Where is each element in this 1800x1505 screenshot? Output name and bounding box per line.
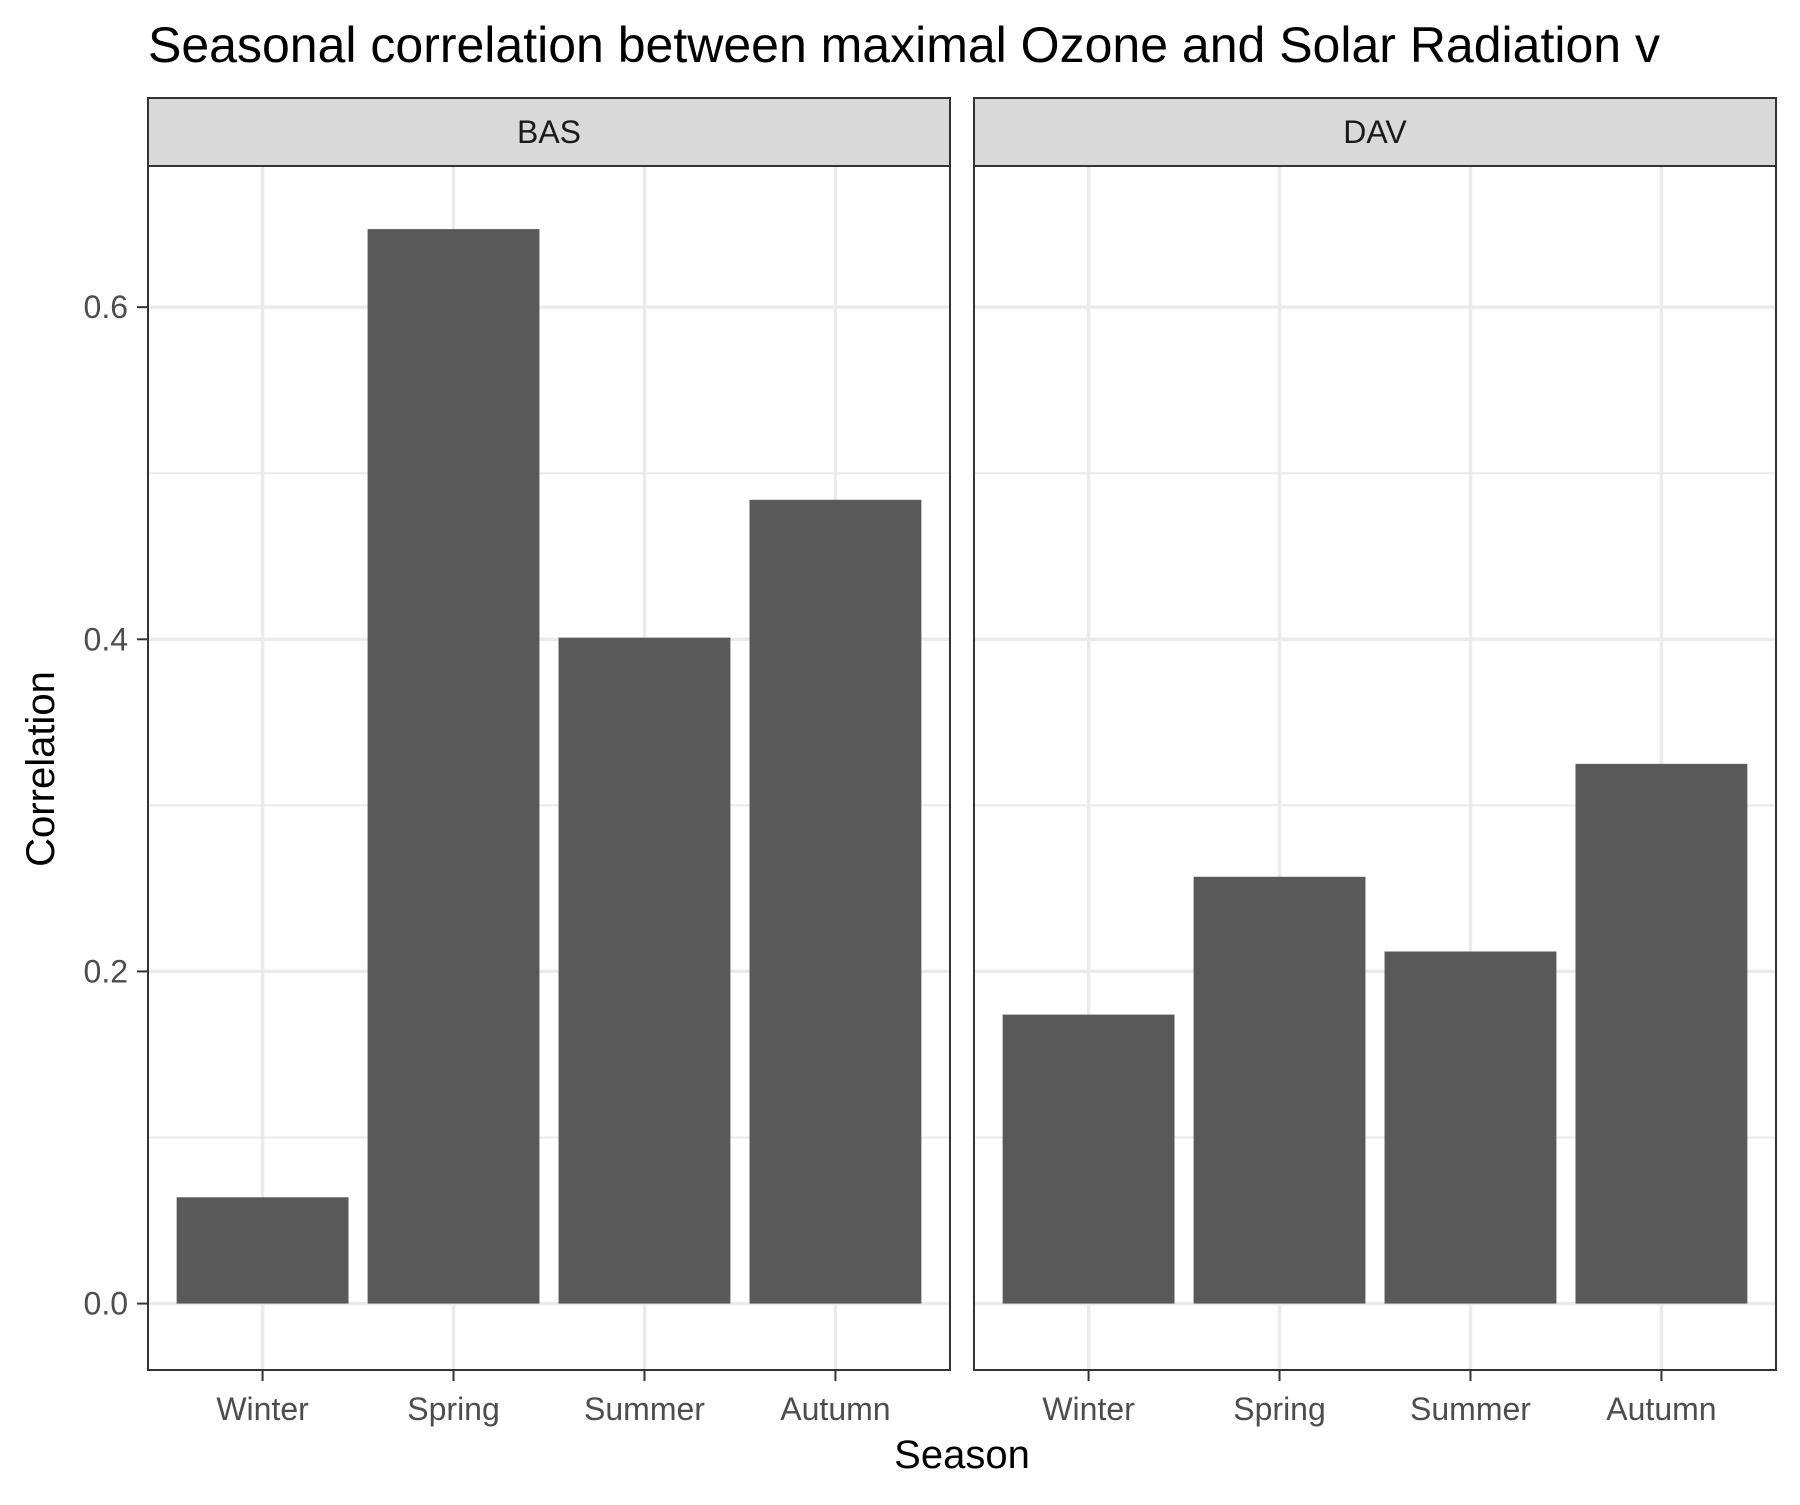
bar-dav-autumn [1575,763,1748,1304]
x-tick-label: Spring [1233,1391,1326,1427]
bar-bas-winter [176,1197,349,1304]
bar-dav-summer [1384,951,1557,1304]
y-tick-label: 0.6 [84,289,128,325]
panels-layer: BAS Winter Spring Summer Autumn DAV Winter Spri… [147,97,1777,1427]
facet-strip-label: DAV [1343,114,1407,150]
y-tick-label: 0.4 [84,621,128,657]
x-tick-label: Winter [216,1391,309,1427]
x-tick-label: Winter [1042,1391,1135,1427]
y-tick-label: 0.2 [84,953,128,989]
y-axis-title: Correlation [19,671,63,867]
x-tick-label: Spring [407,1391,500,1427]
x-tick-label: Autumn [780,1391,890,1427]
facet-strip-label: BAS [517,114,581,150]
x-tick-label: Summer [1410,1391,1531,1427]
facet-strip [147,97,951,167]
y-axis: 0.0 0.2 0.4 0.6 [84,289,148,1322]
x-tick-label: Summer [584,1391,705,1427]
bar-dav-spring [1193,876,1366,1304]
bar-bas-spring [367,229,540,1304]
bar-bas-summer [558,637,731,1304]
chart-title: Seasonal correlation between maximal Ozo… [148,17,1660,73]
facet-strip [973,97,1777,167]
bar-dav-winter [1002,1014,1175,1304]
panel-dav: DAV Winter Spring Summer Autumn [973,97,1777,1427]
x-tick-label: Autumn [1606,1391,1716,1427]
y-tick-label: 0.0 [84,1286,128,1322]
bar-bas-autumn [749,499,922,1304]
x-axis-title: Season [894,1433,1030,1477]
panel-bas: BAS Winter Spring Summer Autumn [147,97,951,1427]
